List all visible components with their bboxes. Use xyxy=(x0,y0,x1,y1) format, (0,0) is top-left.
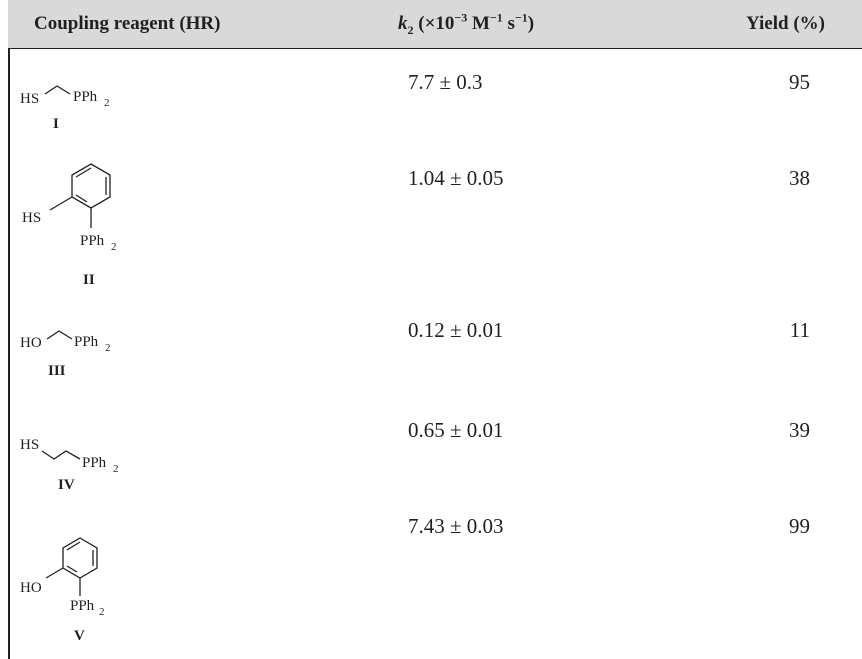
yield-value: 95 xyxy=(789,70,810,94)
right-group: PPh xyxy=(70,598,95,614)
subscript: 2 xyxy=(99,606,105,618)
ring-double-bond xyxy=(75,194,88,203)
right-group: PPh xyxy=(74,334,99,350)
structure-IV-icon: HS PPh 2 IV xyxy=(20,437,119,493)
structure-I-icon: HS PPh 2 I xyxy=(20,85,110,132)
k2-exp3: −1 xyxy=(514,10,528,25)
subscript: 2 xyxy=(111,241,117,253)
k2-units-end: s xyxy=(502,13,515,34)
structure-V-icon: HO PPh 2 V xyxy=(20,537,105,644)
yield-value: 99 xyxy=(789,514,810,538)
left-group: HS xyxy=(22,210,41,226)
k2-units-open: (×10 xyxy=(413,13,455,34)
table-row: HO PPh 2 V 7.43 ± 0.03 99 xyxy=(10,500,862,659)
subscript: 2 xyxy=(113,463,119,475)
k2-subscript: 2 xyxy=(407,22,414,37)
table-row: HS PPh 2 IV 0.65 ± 0.01 39 xyxy=(10,404,862,500)
benzene-ring xyxy=(62,537,98,579)
k2-value: 7.43 ± 0.03 xyxy=(408,514,504,538)
ring-double-bond xyxy=(66,565,78,573)
yield-value: 38 xyxy=(789,166,810,190)
compound-id: I xyxy=(53,116,59,132)
k2-value: 0.12 ± 0.01 xyxy=(408,318,504,342)
k2-value: 1.04 ± 0.05 xyxy=(408,166,504,190)
subscript: 2 xyxy=(105,342,111,354)
ring-double-bond xyxy=(75,167,92,178)
k2-exp1: −3 xyxy=(454,10,468,25)
bond-S xyxy=(49,196,73,211)
yield-value: 39 xyxy=(789,418,810,442)
subscript: 2 xyxy=(104,97,110,109)
bond-chain xyxy=(44,85,71,95)
table-row: HO PPh 2 III 0.12 ± 0.01 11 xyxy=(10,302,862,404)
k2-value: 7.7 ± 0.3 xyxy=(408,70,483,94)
yield-value: 11 xyxy=(789,318,810,342)
structure-III-icon: HO PPh 2 III xyxy=(20,330,111,379)
k2-exp2: −1 xyxy=(489,10,503,25)
table-left-border xyxy=(8,0,10,659)
structure-II-icon: HS PPh 2 II xyxy=(22,163,117,288)
left-group: HO xyxy=(20,335,42,351)
k2-units-mid: M xyxy=(467,13,490,34)
compound-id: IV xyxy=(58,477,75,493)
bond-chain xyxy=(41,450,81,460)
table-header: Coupling reagent (HR) k2 (×10−3 M−1 s−1)… xyxy=(8,0,862,49)
k2-close: ) xyxy=(527,13,535,34)
compound-id: V xyxy=(74,628,85,644)
header-k2: k2 (×10−3 M−1 s−1) xyxy=(398,0,534,48)
header-yield: Yield (%) xyxy=(746,13,825,34)
right-group: PPh xyxy=(73,89,98,105)
compound-id: III xyxy=(48,363,66,379)
table-row: HS PPh 2 I 7.7 ± 0.3 95 xyxy=(10,48,862,152)
left-group: HS xyxy=(20,91,39,107)
ring-double-bond xyxy=(66,541,81,551)
compound-id: II xyxy=(83,272,95,288)
bond-chain xyxy=(46,330,73,340)
header-coupling-reagent: Coupling reagent (HR) xyxy=(34,13,221,34)
benzene-ring xyxy=(71,163,111,209)
right-group: PPh xyxy=(82,455,107,471)
k2-symbol: k xyxy=(398,13,408,34)
k2-value: 0.65 ± 0.01 xyxy=(408,418,504,442)
table-row: HS PPh 2 II 1.04 ± 0.05 38 xyxy=(10,152,862,302)
bond-O xyxy=(45,567,64,579)
left-group: HO xyxy=(20,580,42,596)
right-group: PPh xyxy=(80,233,105,249)
left-group: HS xyxy=(20,437,39,453)
